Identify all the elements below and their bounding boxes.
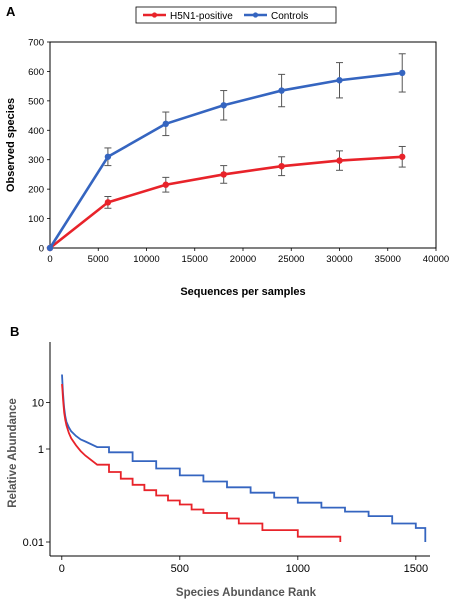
y-tick-label-b: 0.01: [23, 537, 44, 549]
x-tick-label-a: 30000: [326, 254, 352, 265]
x-tick-label-a: 10000: [133, 254, 159, 265]
x-tick-label-b: 1500: [404, 563, 428, 575]
plot-frame-a: [49, 41, 437, 249]
chart-a: 0 5000 10000 15000 20000 25000 30000 35000 40000…: [28, 38, 449, 266]
legend-label-controls: Controls: [271, 11, 308, 22]
data-point-controls: [162, 120, 169, 128]
panel-b-label: B: [10, 324, 19, 339]
legend-marker-h5n1: [151, 12, 158, 18]
data-point-controls: [278, 87, 285, 94]
y-tick-label-a: 200: [28, 185, 44, 196]
y-tick-label-a: 300: [28, 155, 44, 166]
x-axis-title-a: Sequences per samples: [180, 286, 305, 298]
x-axis-title-b: Species Abundance Rank: [176, 587, 317, 599]
x-tick-label-a: 0: [47, 254, 52, 265]
panel-a-label: A: [6, 4, 16, 19]
x-tick-label-a: 20000: [230, 254, 256, 265]
y-axis-title-b: Relative Abundance: [7, 398, 19, 508]
x-tick-label-a: 15000: [182, 254, 208, 265]
rank-curve-h5n1: [61, 383, 342, 542]
y-tick-label-b: 10: [32, 397, 44, 409]
x-tick-label-a: 5000: [88, 254, 109, 265]
y-tick-label-a: 600: [28, 67, 44, 78]
x-tick-label-b: 0: [59, 563, 65, 575]
data-point-h5n1: [104, 199, 112, 206]
x-tick-label-b: 500: [171, 563, 189, 575]
x-tick-label-a: 40000: [423, 254, 449, 265]
y-tick-label-a: 700: [28, 38, 44, 49]
data-point-h5n1: [278, 162, 285, 170]
data-point-controls: [46, 244, 54, 252]
y-tick-label-a: 0: [39, 244, 44, 255]
data-point-h5n1: [399, 153, 406, 160]
data-point-controls: [220, 102, 227, 109]
x-tick-label-a: 35000: [375, 254, 401, 265]
legend-label-h5n1: H5N1-positive: [170, 11, 233, 22]
y-tick-label-a: 100: [28, 214, 44, 225]
data-point-h5n1: [162, 181, 169, 188]
data-point-controls: [336, 77, 343, 84]
data-point-h5n1: [220, 171, 227, 178]
data-point-controls: [104, 153, 112, 160]
legend: H5N1-positive Controls: [135, 6, 337, 24]
rank-curve-controls: [61, 374, 427, 542]
y-axis-title-a: Observed species: [5, 98, 17, 192]
data-point-controls: [399, 69, 406, 77]
chart-b: 0 500 1000 1500 0.01 1 10: [23, 374, 428, 575]
x-tick-label-b: 1000: [286, 563, 310, 575]
y-tick-label-b: 1: [38, 444, 44, 456]
legend-marker-controls: [252, 12, 259, 18]
y-tick-label-a: 500: [28, 96, 44, 107]
x-tick-label-a: 25000: [278, 254, 304, 265]
legend-box: [135, 6, 337, 24]
data-point-h5n1: [336, 157, 343, 164]
series-line-h5n1: [49, 155, 403, 250]
y-tick-label-a: 400: [28, 126, 44, 137]
